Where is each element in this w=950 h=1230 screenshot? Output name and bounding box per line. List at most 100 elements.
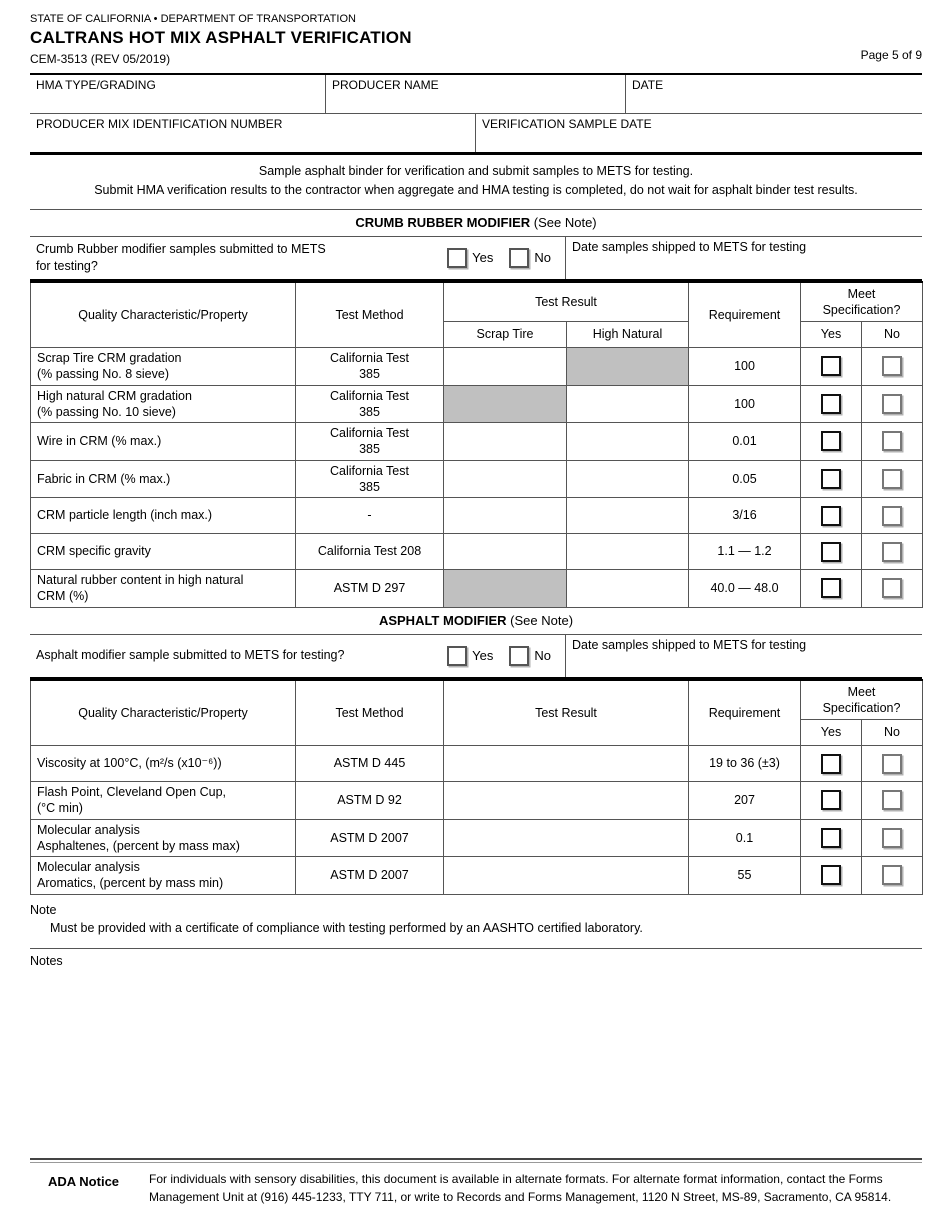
test-result-cell[interactable] — [443, 856, 689, 895]
meet-spec-yes-checkbox[interactable] — [821, 541, 841, 562]
high-natural-result-cell — [566, 347, 689, 386]
asphalt-col-no: No — [860, 719, 924, 746]
requirement-cell: 0.01 — [688, 422, 801, 461]
test-method-cell: California Test 385 — [295, 422, 444, 461]
asphalt-yes-option: Yes — [447, 645, 493, 666]
hma-type-field[interactable]: HMA TYPE/GRADING — [30, 75, 325, 113]
meet-spec-yes-checkbox[interactable] — [821, 753, 841, 774]
scrap-tire-result-cell[interactable] — [443, 422, 567, 461]
meet-spec-no-cell — [860, 569, 924, 608]
producer-name-field[interactable]: PRODUCER NAME — [325, 75, 625, 113]
date-field[interactable]: DATE — [625, 75, 922, 113]
asphalt-no-label: No — [534, 648, 551, 663]
quality-property-cell: CRM particle length (inch max.) — [30, 497, 296, 534]
crm-table-row: Natural rubber content in high natural C… — [30, 569, 924, 608]
test-result-cell[interactable] — [443, 745, 689, 782]
meet-spec-no-cell — [860, 384, 924, 423]
info-row-2: PRODUCER MIX IDENTIFICATION NUMBER VERIF… — [30, 113, 922, 152]
high-natural-result-cell[interactable] — [566, 533, 689, 570]
meet-spec-no-checkbox[interactable] — [882, 753, 902, 774]
meet-spec-no-checkbox[interactable] — [882, 578, 902, 599]
asphalt-header-row-2: Yes No — [31, 719, 924, 746]
meet-spec-no-checkbox[interactable] — [882, 431, 902, 452]
page-indicator: Page 5 of 9 — [860, 48, 922, 62]
crm-table: Quality Characteristic/Property Test Met… — [30, 280, 924, 608]
meet-spec-no-checkbox[interactable] — [882, 468, 902, 489]
asphalt-col-test-result: Test Result — [443, 679, 689, 746]
meet-spec-yes-checkbox[interactable] — [821, 356, 841, 377]
meet-spec-yes-cell — [800, 347, 862, 386]
crm-title-text: CRUMB RUBBER MODIFIER — [355, 214, 531, 230]
meet-spec-no-checkbox[interactable] — [882, 827, 902, 848]
scrap-tire-result-cell[interactable] — [443, 497, 567, 534]
meet-spec-no-checkbox[interactable] — [882, 505, 902, 526]
crm-section-title: CRUMB RUBBER MODIFIER (See Note) — [30, 210, 922, 236]
meet-spec-no-cell — [860, 459, 924, 498]
scrap-tire-result-cell[interactable] — [443, 347, 567, 386]
meet-spec-no-checkbox[interactable] — [882, 865, 902, 886]
meet-spec-yes-cell — [800, 422, 862, 461]
meet-spec-no-checkbox[interactable] — [882, 790, 902, 811]
meet-spec-yes-cell — [800, 745, 862, 782]
meet-spec-yes-checkbox[interactable] — [821, 431, 841, 452]
crm-no-checkbox[interactable] — [509, 247, 530, 268]
meet-spec-yes-checkbox[interactable] — [821, 790, 841, 811]
verification-sample-date-field[interactable]: VERIFICATION SAMPLE DATE — [475, 114, 922, 152]
meet-spec-no-cell — [860, 347, 924, 386]
test-method-cell: ASTM D 2007 — [295, 818, 444, 857]
meet-spec-yes-cell — [800, 856, 862, 895]
requirement-cell: 0.1 — [688, 818, 801, 857]
asphalt-table: Quality Characteristic/Property Test Met… — [30, 678, 924, 895]
meet-spec-yes-checkbox[interactable] — [821, 578, 841, 599]
crm-table-row: Fabric in CRM (% max.) California Test 38… — [30, 459, 924, 498]
asphalt-col-yes: Yes — [800, 719, 862, 746]
instruction-line-2: Submit HMA verification results to the c… — [94, 182, 858, 197]
asphalt-title-note: (See Note) — [510, 612, 574, 628]
quality-property-cell: Wire in CRM (% max.) — [30, 422, 296, 461]
scrap-tire-result-cell[interactable] — [443, 533, 567, 570]
high-natural-result-cell[interactable] — [566, 497, 689, 534]
asphalt-yes-checkbox[interactable] — [447, 645, 468, 666]
meet-spec-no-checkbox[interactable] — [882, 541, 902, 562]
crm-question-row: Crumb Rubber modifier samples submitted … — [30, 235, 922, 281]
crm-table-row: Scrap Tire CRM gradation (% passing No. … — [30, 347, 924, 386]
meet-spec-yes-checkbox[interactable] — [821, 505, 841, 526]
producer-mix-id-field[interactable]: PRODUCER MIX IDENTIFICATION NUMBER — [30, 114, 475, 152]
test-method-cell: California Test 385 — [295, 459, 444, 498]
asphalt-no-checkbox[interactable] — [509, 645, 530, 666]
crm-col-no: No — [860, 321, 924, 348]
high-natural-result-cell[interactable] — [566, 422, 689, 461]
asphalt-no-option: No — [509, 645, 551, 666]
meet-spec-no-cell — [860, 818, 924, 857]
asphalt-question-cell: Asphalt modifier sample submitted to MET… — [30, 635, 565, 677]
asphalt-yes-no-group: Yes No — [431, 645, 551, 666]
meet-spec-no-checkbox[interactable] — [882, 393, 902, 414]
meet-spec-yes-checkbox[interactable] — [821, 393, 841, 414]
crm-yes-checkbox[interactable] — [447, 247, 468, 268]
meet-spec-yes-checkbox[interactable] — [821, 827, 841, 848]
form-number: CEM-3513 (REV 05/2019) — [30, 52, 171, 66]
note-label: Note — [30, 902, 57, 917]
crm-table-row: CRM specific gravity California Test 208 1… — [30, 533, 924, 570]
requirement-cell: 207 — [688, 781, 801, 820]
notes-input-area[interactable] — [30, 970, 922, 1090]
crm-date-shipped-field[interactable]: Date samples shipped to METS for testing — [565, 236, 922, 279]
crm-yes-label: Yes — [472, 250, 494, 265]
crm-yes-option: Yes — [447, 247, 494, 268]
high-natural-result-cell[interactable] — [566, 384, 689, 423]
high-natural-result-cell[interactable] — [566, 459, 689, 498]
asphalt-col-test-method: Test Method — [295, 679, 444, 746]
meet-spec-yes-checkbox[interactable] — [821, 468, 841, 489]
meet-spec-no-checkbox[interactable] — [882, 356, 902, 377]
test-result-cell[interactable] — [443, 781, 689, 820]
footer-body: ADA Notice For individuals with sensory … — [30, 1170, 922, 1206]
asphalt-title-text: ASPHALT MODIFIER — [378, 612, 507, 628]
crm-col-test-method: Test Method — [295, 281, 444, 348]
test-result-cell[interactable] — [443, 818, 689, 857]
crm-header-row-2: Scrap Tire High Natural Yes No — [31, 321, 924, 348]
asphalt-date-shipped-field[interactable]: Date samples shipped to METS for testing — [565, 634, 922, 677]
high-natural-result-cell[interactable] — [566, 569, 689, 608]
meet-spec-yes-checkbox[interactable] — [821, 865, 841, 886]
scrap-tire-result-cell[interactable] — [443, 459, 567, 498]
